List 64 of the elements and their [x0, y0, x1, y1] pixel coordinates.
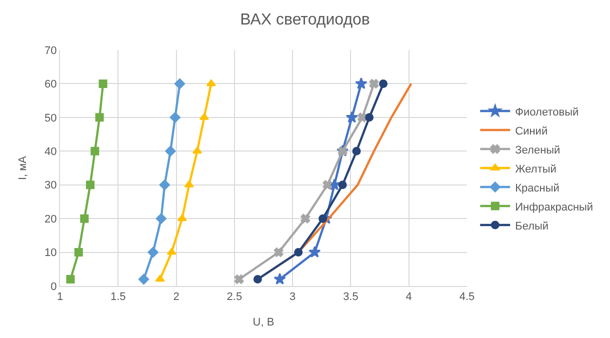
point — [95, 113, 104, 122]
point — [90, 146, 100, 156]
point — [234, 274, 244, 284]
point — [148, 246, 158, 258]
point — [379, 79, 388, 88]
point — [165, 146, 176, 156]
y-tick-label: 30 — [44, 180, 57, 192]
point — [358, 112, 368, 122]
legend-label: Инфракрасный — [515, 201, 594, 214]
point — [155, 275, 165, 282]
point — [86, 180, 94, 190]
point — [206, 79, 216, 86]
legend-label: Зеленый — [515, 144, 560, 156]
point — [308, 246, 321, 258]
point — [365, 113, 374, 122]
point — [300, 214, 310, 224]
x-tick-label: 2 — [173, 291, 180, 304]
point — [138, 274, 150, 285]
y-axis-title: I, мА — [17, 155, 30, 180]
point — [369, 79, 379, 88]
point — [322, 180, 332, 190]
point — [80, 214, 89, 223]
x-axis-title: U, В — [252, 316, 274, 328]
point — [352, 146, 361, 156]
legend-label: Фиолетовый — [515, 106, 579, 118]
y-tick-label: 60 — [44, 78, 57, 91]
point — [274, 248, 284, 257]
y-tick-label: 50 — [44, 112, 57, 124]
x-tick-label: 3.5 — [343, 291, 358, 304]
legend-label: Синий — [515, 125, 548, 138]
point — [199, 113, 209, 120]
legend-label: Желтый — [515, 163, 556, 176]
point — [177, 214, 187, 222]
point — [274, 272, 286, 285]
y-tick-label: 20 — [44, 213, 57, 226]
point — [66, 275, 75, 284]
point — [338, 180, 347, 190]
point — [192, 146, 202, 154]
x-tick-label: 2.5 — [226, 291, 242, 304]
chart-title: ВАХ светодиодов — [240, 12, 370, 29]
point — [156, 213, 166, 224]
x-tick-label: 4 — [406, 291, 412, 304]
point — [166, 248, 176, 255]
point — [294, 248, 303, 257]
point — [98, 79, 108, 88]
y-tick-label: 70 — [44, 44, 57, 57]
legend-label: Красный — [515, 182, 560, 194]
point — [318, 214, 328, 223]
point — [253, 275, 262, 284]
legend-label: Белый — [515, 220, 549, 232]
point — [346, 111, 358, 123]
point — [184, 180, 194, 188]
point — [355, 77, 368, 89]
point — [159, 180, 170, 190]
point — [174, 78, 186, 90]
y-tick-label: 0 — [50, 280, 57, 293]
x-tick-label: 1 — [56, 291, 64, 304]
y-tick-label: 10 — [44, 247, 57, 260]
x-tick-label: 4.5 — [459, 291, 475, 304]
y-tick-label: 40 — [44, 146, 57, 158]
x-tick-label: 1.5 — [110, 291, 126, 304]
point — [74, 248, 83, 257]
x-tick-label: 3 — [290, 291, 296, 304]
point — [170, 112, 180, 123]
